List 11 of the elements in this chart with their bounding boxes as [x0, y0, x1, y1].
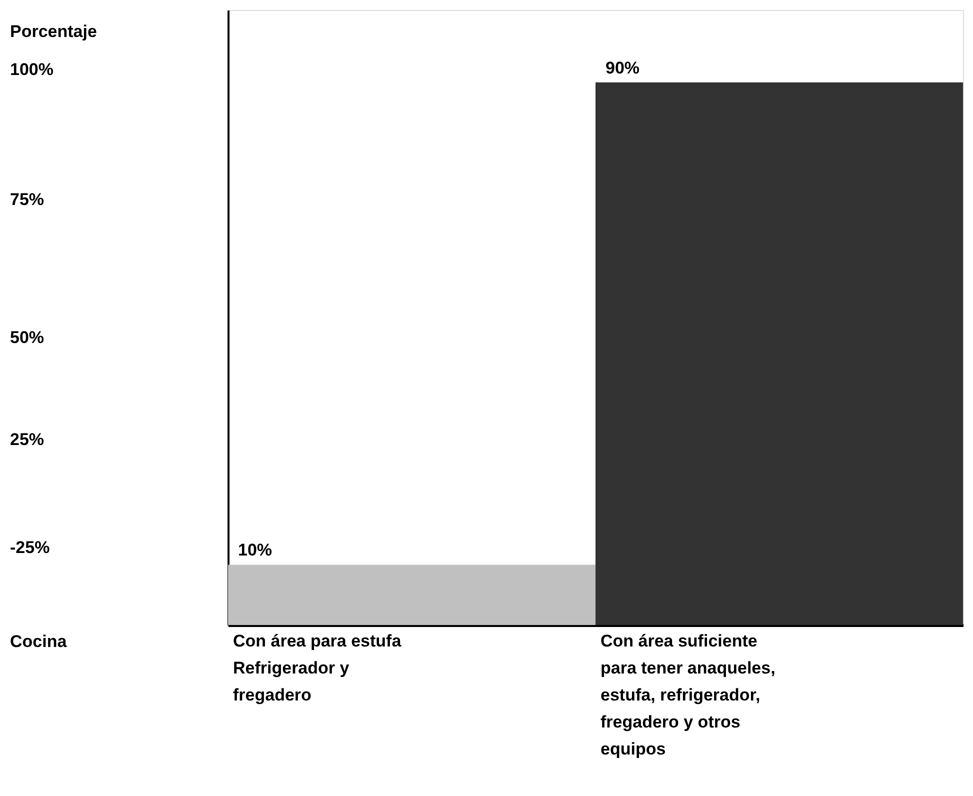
text: 25% — [10, 430, 44, 449]
text: 50% — [10, 328, 44, 347]
text: 75% — [10, 190, 44, 209]
text: Cocina — [10, 632, 68, 651]
data-label: 90% — [606, 58, 640, 78]
x-tick-label: Con área suficiente para tener anaqueles, estufa, refrigerador, fregadero y otros equipos — [600, 632, 776, 758]
x-tick-label: Con área para estufa Refrigerador y fregadero — [233, 632, 402, 704]
text: -25% — [10, 538, 50, 557]
text: 100% — [10, 60, 54, 79]
text: Porcentaje — [10, 22, 97, 41]
data-label: 10% — [238, 540, 272, 560]
